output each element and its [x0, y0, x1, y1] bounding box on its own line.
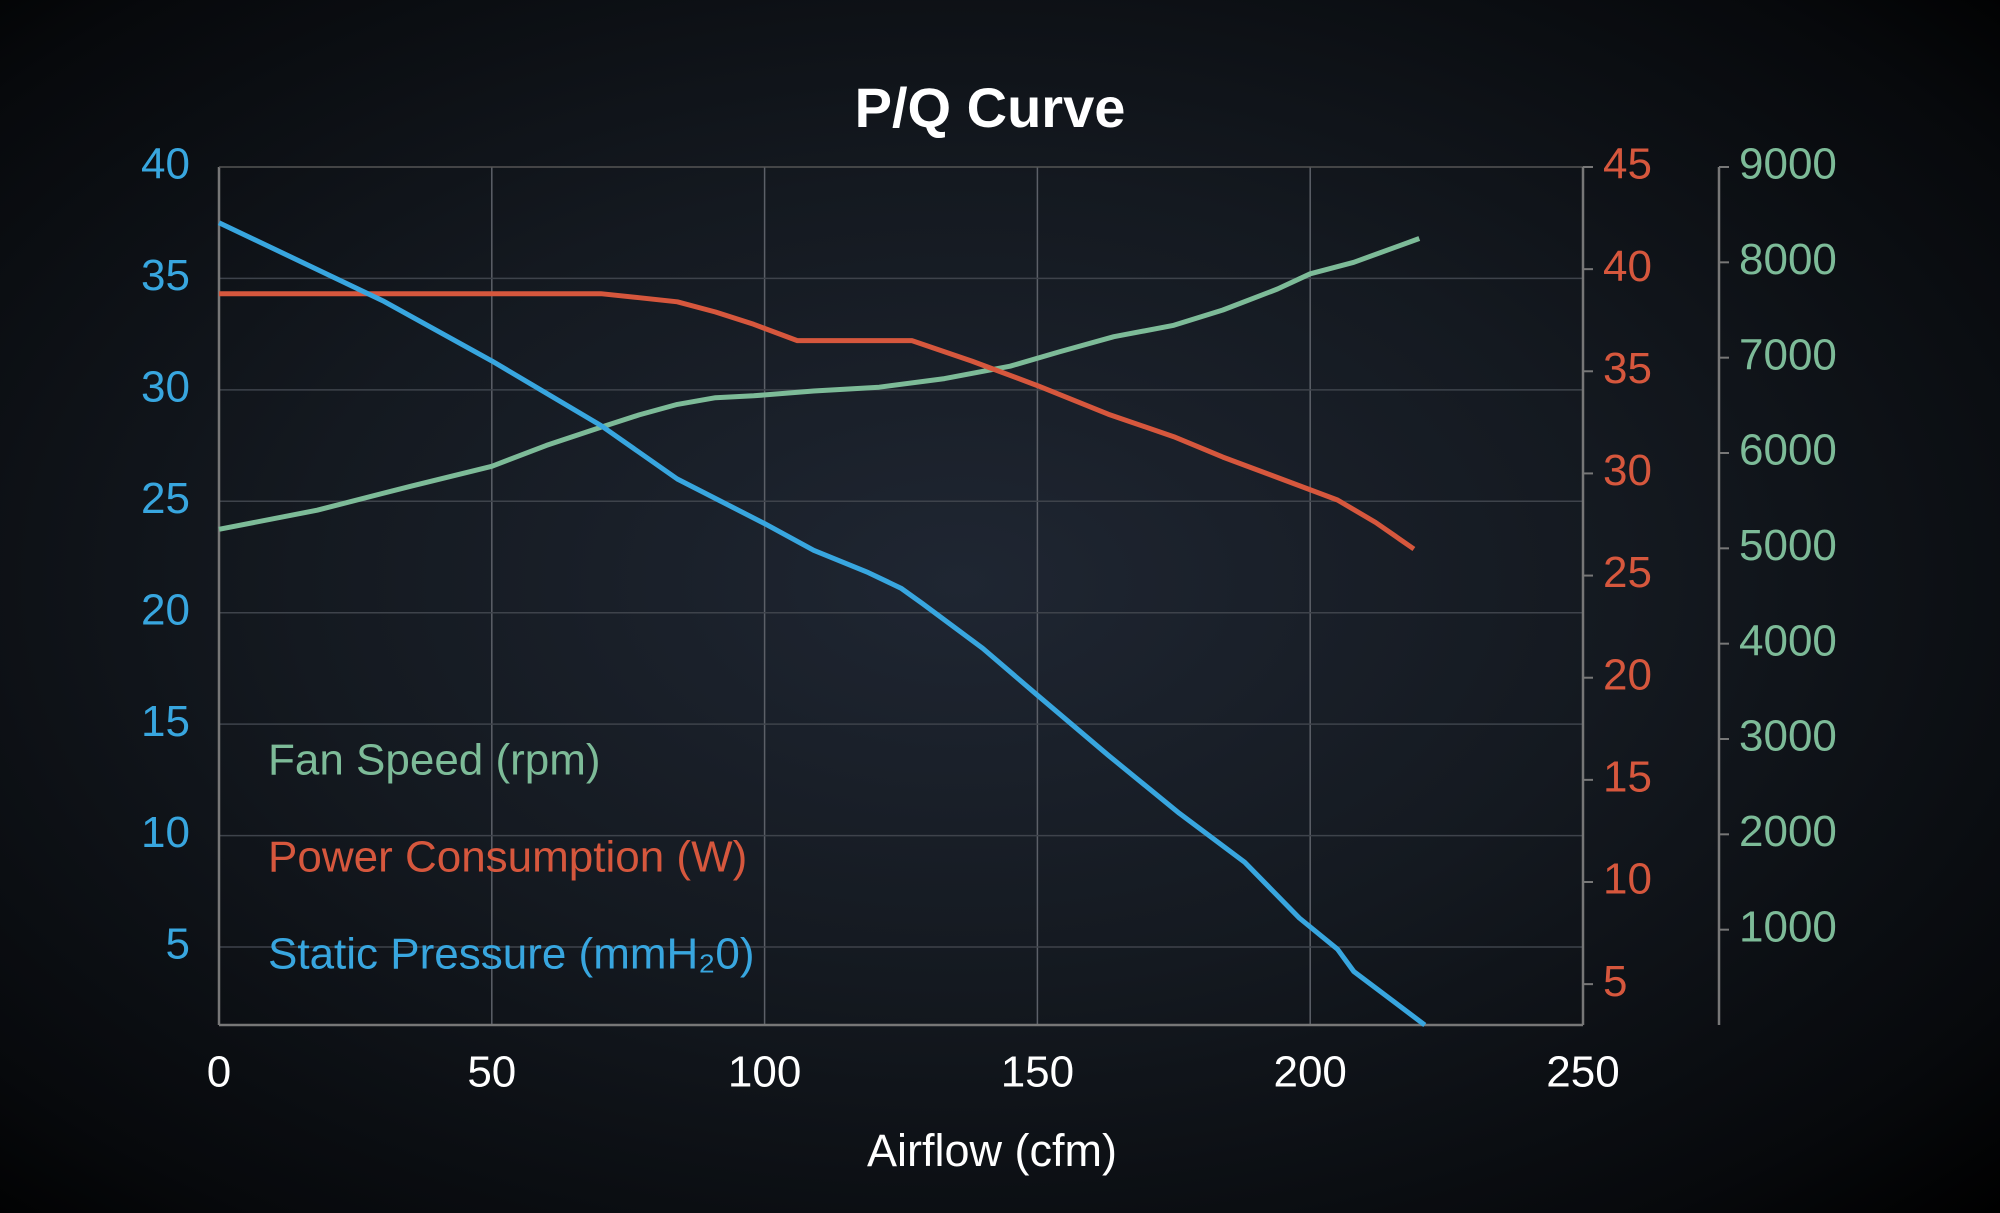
x-tick-label: 0: [207, 1048, 231, 1097]
y-tick-label: 5: [166, 920, 190, 969]
y3-tick-label: 7000: [1739, 330, 1837, 379]
y-tick-label: 40: [141, 140, 190, 189]
y-tick-label: 10: [141, 808, 190, 857]
y3-tick-label: 4000: [1739, 616, 1837, 665]
y2-tick-label: 45: [1603, 140, 1652, 189]
y-tick-label: 20: [141, 585, 190, 634]
y3-tick-label: 8000: [1739, 235, 1837, 284]
y3-tick-label: 1000: [1739, 902, 1837, 951]
y2-tick-label: 40: [1603, 242, 1652, 291]
y2-tick-label: 30: [1603, 446, 1652, 495]
y3-tick-label: 3000: [1739, 712, 1837, 761]
x-tick-label: 250: [1546, 1048, 1619, 1097]
y-tick-label: 15: [141, 697, 190, 746]
y2-tick-label: 35: [1603, 344, 1652, 393]
y3-tick-label: 2000: [1739, 807, 1837, 856]
series-line: [218, 236, 1421, 532]
x-tick-label: 150: [1001, 1048, 1074, 1097]
legend-entry: Power Consumption (W): [268, 833, 747, 882]
x-axis-title: Airflow (cfm): [867, 1125, 1117, 1176]
y2-tick-label: 15: [1603, 752, 1652, 801]
y3-tick-label: 6000: [1739, 426, 1837, 475]
y3-tick-label: 5000: [1739, 521, 1837, 570]
x-tick-label: 100: [728, 1048, 801, 1097]
y2-tick-label: 20: [1603, 650, 1652, 699]
y-tick-label: 35: [141, 251, 190, 300]
y2-tick-label: 10: [1603, 855, 1652, 904]
series-line: [219, 291, 1416, 552]
x-tick-label: 200: [1273, 1048, 1346, 1097]
chart-title: P/Q Curve: [855, 76, 1126, 139]
y2-tick-label: 5: [1603, 957, 1627, 1006]
y3-tick-label: 9000: [1739, 140, 1837, 189]
x-tick-label: 50: [467, 1048, 516, 1097]
series-line: [217, 220, 1427, 1027]
legend-entry: Static Pressure (mmH₂0): [268, 930, 755, 979]
y-tick-label: 25: [141, 474, 190, 523]
y2-tick-label: 25: [1603, 548, 1652, 597]
y-tick-label: 30: [141, 362, 190, 411]
legend-entry: Fan Speed (rpm): [268, 736, 601, 785]
